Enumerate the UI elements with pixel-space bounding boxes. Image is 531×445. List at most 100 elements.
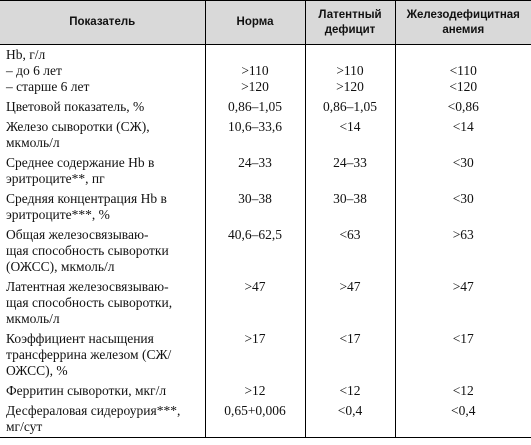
value-cell: >110 >120 [304, 44, 395, 97]
cell-line: Ферритин сыворотки, мкг/л [6, 383, 167, 398]
indicator-cell: Латентная железосвязываю-щая способность… [0, 277, 205, 329]
value-cell: >47 [204, 277, 305, 329]
value-cell: >12 [204, 381, 305, 401]
cell-line: эритроците***, % [6, 207, 110, 222]
cell-line: Железодефицитная [406, 8, 520, 21]
cell-line: 40,6–62,5 [228, 227, 282, 242]
table-row: Общая железосвязываю-щая способность сыв… [0, 225, 531, 277]
cell-line: <110 [449, 63, 477, 78]
indicator-cell: Hb, г/л – до 6 лет – старше 6 лет [0, 45, 205, 98]
cell-line: мкмоль/л [6, 135, 60, 150]
cell-line: Норма [236, 16, 274, 28]
cell-line: <120 [449, 79, 478, 94]
cell-line: 0,86–1,05 [228, 99, 282, 114]
cell-line: >47 [244, 279, 266, 294]
table-row: Десфераловая сидероурия***, мг/сут 0,65+0,… [0, 401, 531, 438]
header-cell: Норма [204, 0, 305, 45]
cell-line: >63 [452, 227, 474, 242]
value-cell: <0,86 [394, 97, 531, 117]
cell-line: >12 [244, 383, 266, 398]
table-row: Латентная железосвязываю-щая способность… [0, 277, 531, 329]
cell-line: <12 [339, 383, 361, 398]
cell-line: Средняя концентрация Hb в [6, 191, 167, 206]
cell-line: Hb, г/л [6, 47, 46, 62]
cell-line: щая способность сыворотки, [6, 295, 173, 310]
value-cell: >47 [304, 277, 395, 329]
cell-line: эритроците**, пг [6, 171, 105, 186]
cell-line: >17 [244, 331, 266, 346]
cell-line: >120 [336, 79, 364, 94]
header-cell: Показатель [0, 0, 205, 45]
cell-line: <12 [452, 383, 474, 398]
cell-line: Среднее содержание Hb в [6, 155, 155, 170]
value-cell: <30 [394, 153, 531, 189]
cell-line: <17 [452, 331, 474, 346]
cell-line: >47 [339, 279, 361, 294]
cell-line: >47 [452, 279, 474, 294]
cell-line: <30 [452, 191, 474, 206]
value-cell: 30–38 [304, 189, 395, 225]
cell-line: (ОЖСС), мкмоль/л [6, 259, 115, 274]
value-cell: <12 [304, 381, 395, 401]
cell-line: <17 [339, 331, 361, 346]
value-cell: <63 [304, 225, 395, 277]
value-cell: <17 [394, 329, 531, 381]
cell-line: Коэффициент насыщения [6, 331, 154, 346]
cell-line: <14 [452, 119, 474, 134]
cell-line: 0,65+0,006 [224, 403, 286, 418]
table-row: Железо сыворотки (СЖ), мкмоль/л 10,6–33,6 <… [0, 117, 531, 153]
cell-line: <0,4 [451, 403, 476, 418]
value-cell: <0,4 [304, 401, 395, 438]
value-cell: >47 [394, 277, 531, 329]
table-row: Hb, г/л – до 6 лет – старше 6 лет >110 >120 >… [0, 44, 531, 98]
value-cell: <14 [394, 117, 531, 153]
cell-line: трансферрина железом (СЖ/ [6, 347, 172, 362]
cell-line: 0,86–1,05 [323, 99, 377, 114]
value-cell: 24–33 [304, 153, 395, 189]
cell-line: Общая железосвязываю- [6, 227, 149, 242]
cell-line: Цветовой показатель, % [6, 99, 145, 114]
value-cell: <12 [394, 381, 531, 401]
cell-line: >120 [241, 79, 269, 94]
indicator-cell: Средняя концентрация Hb в эритроците***, … [0, 189, 205, 225]
cell-line: 24–33 [333, 155, 367, 170]
value-cell: <14 [304, 117, 395, 153]
table-row: Ферритин сыворотки, мкг/л >12 <12 <12 [0, 381, 531, 401]
header-cell: Железодефицитная анемия [394, 0, 531, 45]
indicator-cell: Общая железосвязываю-щая способность сыв… [0, 225, 205, 277]
value-cell: <17 [304, 329, 395, 381]
value-cell: <0,4 [394, 401, 531, 438]
value-cell: 10,6–33,6 [204, 117, 305, 153]
cell-line: дефицит [324, 23, 376, 36]
value-cell: >63 [394, 225, 531, 277]
header-cell: Латентный дефицит [304, 0, 395, 45]
indicator-cell: Десфераловая сидероурия***, мг/сут [0, 401, 205, 438]
cell-line: >110 [336, 63, 364, 78]
cell-line: мкмоль/л [6, 311, 60, 326]
value-cell: <110 <120 [394, 44, 531, 97]
cell-line: – старше 6 лет [6, 79, 90, 94]
cell-line: <0,86 [447, 99, 479, 114]
indicator-cell: Коэффициент насыщения трансферрина железо… [0, 329, 205, 381]
cell-line: 24–33 [238, 155, 272, 170]
table-row: Среднее содержание Hb в эритроците**, пг 2… [0, 153, 531, 189]
value-cell: 0,86–1,05 [304, 97, 395, 117]
cell-line: >110 [241, 63, 269, 78]
cell-line: Железо сыворотки (СЖ), [6, 119, 150, 134]
cell-line: 10,6–33,6 [228, 119, 282, 134]
value-cell: <30 [394, 189, 531, 225]
cell-line: Латентный [318, 8, 382, 21]
cell-line: <0,4 [337, 403, 363, 418]
value-cell: 40,6–62,5 [204, 225, 305, 277]
indicator-cell: Железо сыворотки (СЖ), мкмоль/л [0, 117, 205, 153]
value-cell: 30–38 [204, 189, 305, 225]
indicator-cell: Цветовой показатель, % [0, 97, 205, 117]
indicator-cell: Среднее содержание Hb в эритроците**, пг [0, 153, 205, 189]
cell-line: 30–38 [333, 191, 367, 206]
cell-line: Латентная железосвязываю- [6, 279, 169, 294]
cell-line: – до 6 лет [6, 63, 62, 78]
cell-line: Десфераловая сидероурия***, [6, 403, 181, 418]
cell-line: <63 [339, 227, 361, 242]
table-row: Коэффициент насыщения трансферрина железо… [0, 329, 531, 381]
